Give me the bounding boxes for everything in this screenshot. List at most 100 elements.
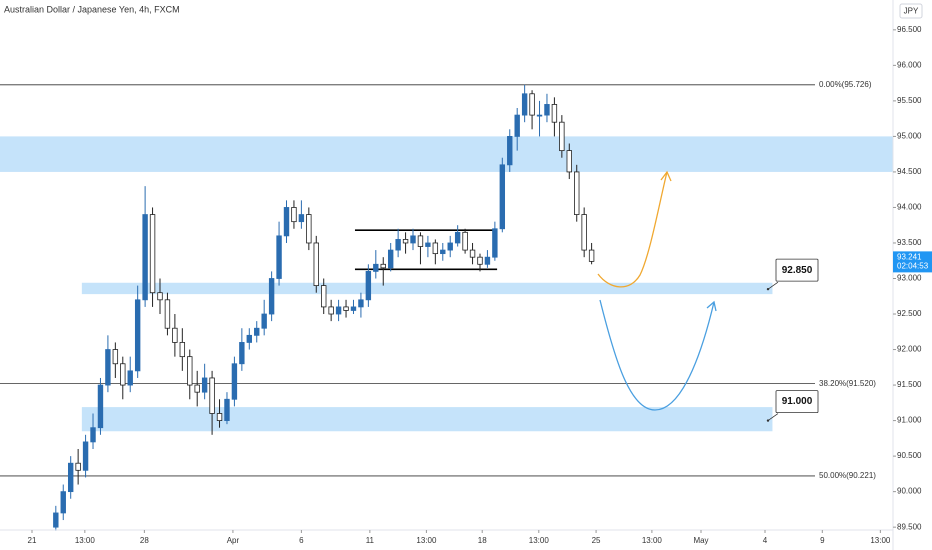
callout-pointer — [767, 413, 779, 421]
candle-body — [462, 231, 468, 251]
candle-body — [187, 356, 193, 386]
lines: 0.00%(95.726) 38.20%(91.520) 50.00%(90.221… — [0, 80, 876, 480]
x-tick-label: Apr — [227, 536, 240, 545]
fib-level-label: 50.00%(90.221) — [819, 471, 876, 480]
candle-body — [551, 104, 558, 123]
callout-dot — [766, 287, 770, 291]
candle-body — [164, 299, 171, 329]
y-tick-label: 94.000 — [897, 203, 922, 212]
candle-body — [425, 242, 431, 247]
x-tick-label: 13:00 — [642, 536, 663, 545]
y-tick-label: 92.500 — [897, 309, 922, 318]
candle-body — [120, 363, 126, 386]
callout-box — [775, 258, 819, 282]
candle-body — [492, 228, 498, 258]
candle-body — [231, 363, 238, 400]
candle-body — [157, 292, 163, 301]
candle-body — [410, 235, 416, 244]
candle-body — [209, 377, 215, 414]
zone — [81, 282, 773, 295]
fib-level-label: 0.00%(95.726) — [819, 80, 872, 89]
callout-dot — [766, 419, 770, 422]
candle-body — [395, 239, 401, 251]
candle-body — [306, 214, 312, 244]
axes: 96.500 96.000 95.500 95.000 94.500 94.000 93.5… — [28, 25, 932, 545]
x-tick-label: 13:00 — [75, 536, 96, 545]
callout-pointer — [767, 281, 779, 290]
candle-body — [149, 214, 156, 294]
x-tick-label: 13:00 — [416, 536, 437, 545]
candles — [53, 84, 595, 531]
y-tick-label: 93.500 — [897, 238, 922, 247]
candle-body — [246, 334, 252, 343]
projection-arrows — [597, 170, 717, 411]
candle-body — [142, 214, 148, 301]
candle-body — [432, 242, 439, 255]
x-tick-label: May — [693, 536, 708, 545]
x-tick-label: 4 — [763, 536, 768, 545]
candle-body — [499, 164, 506, 230]
x-tick-label: 11 — [366, 536, 375, 545]
candle-body — [276, 235, 282, 279]
callout-label: 92.850 — [782, 265, 813, 276]
candle-body — [60, 491, 66, 514]
candle-body — [321, 285, 327, 308]
candle-body — [335, 306, 342, 315]
candle-body — [566, 150, 572, 173]
chart-title: Australian Dollar / Japanese Yen, 4h, FX… — [4, 4, 180, 14]
candle-body — [507, 136, 513, 166]
currency-label[interactable]: JPY — [904, 7, 919, 16]
candle-body — [402, 239, 409, 244]
y-tick-label: 96.000 — [897, 60, 922, 69]
candle-body — [358, 299, 364, 308]
candle-body — [194, 384, 200, 393]
candle-body — [343, 306, 349, 311]
candle-body — [536, 114, 543, 117]
zone — [81, 407, 773, 432]
orange-arrowhead — [660, 170, 672, 182]
candle-body — [67, 462, 74, 493]
candle-body — [574, 171, 580, 215]
candle-body — [559, 121, 565, 152]
x-tick-label: 6 — [299, 536, 304, 545]
callout-label: 91.000 — [782, 396, 813, 407]
y-tick-label: 95.500 — [897, 96, 922, 105]
y-tick-label: 96.500 — [897, 25, 922, 34]
y-tick-label: 93.000 — [897, 274, 922, 283]
candle-body — [477, 256, 483, 265]
y-tick-label: 91.000 — [897, 416, 922, 425]
candle-body — [365, 270, 372, 301]
candle-body — [514, 114, 520, 137]
candle-body — [529, 93, 535, 116]
y-tick-label: 90.500 — [897, 451, 922, 460]
x-tick-label: 9 — [820, 536, 825, 545]
orange-arrow — [597, 171, 668, 288]
candle-body — [201, 377, 208, 393]
candle-body — [469, 249, 476, 258]
x-tick-label: 25 — [592, 536, 601, 545]
y-tick-label: 89.500 — [897, 522, 922, 531]
currency-button[interactable] — [899, 3, 923, 19]
last-price-label: 93.241 — [897, 252, 922, 261]
x-tick-label: 21 — [28, 536, 37, 545]
candle-body — [268, 278, 275, 315]
zones — [0, 136, 893, 432]
candle-body — [239, 342, 245, 365]
candle-body — [440, 249, 446, 255]
candle-body — [179, 342, 186, 358]
candle-body — [521, 93, 528, 116]
candle-body — [484, 256, 491, 265]
y-tick-label: 90.000 — [897, 487, 922, 496]
candle-body — [105, 349, 111, 386]
y-tick-label: 95.000 — [897, 132, 922, 141]
candle-body — [588, 249, 595, 262]
y-tick-label: 94.500 — [897, 167, 922, 176]
y-tick-label: 91.500 — [897, 380, 922, 389]
candle-body — [254, 327, 260, 336]
x-tick-label: 18 — [478, 536, 487, 545]
candle-body — [112, 349, 119, 365]
candle-body — [380, 263, 386, 269]
candle-body — [283, 207, 290, 237]
x-tick-label: 28 — [140, 536, 149, 545]
candle-body — [82, 441, 89, 471]
